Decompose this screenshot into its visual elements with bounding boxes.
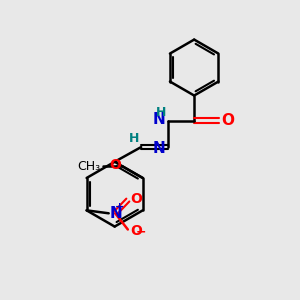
Text: O: O (130, 224, 142, 238)
Text: N: N (153, 112, 165, 128)
Text: CH₃: CH₃ (77, 160, 101, 173)
Text: N: N (110, 206, 123, 221)
Text: −: − (136, 225, 146, 239)
Text: N: N (153, 141, 165, 156)
Text: O: O (109, 158, 121, 172)
Text: +: + (114, 202, 124, 212)
Text: H: H (129, 132, 139, 145)
Text: O: O (130, 192, 142, 206)
Text: O: O (221, 113, 235, 128)
Text: H: H (156, 106, 166, 119)
